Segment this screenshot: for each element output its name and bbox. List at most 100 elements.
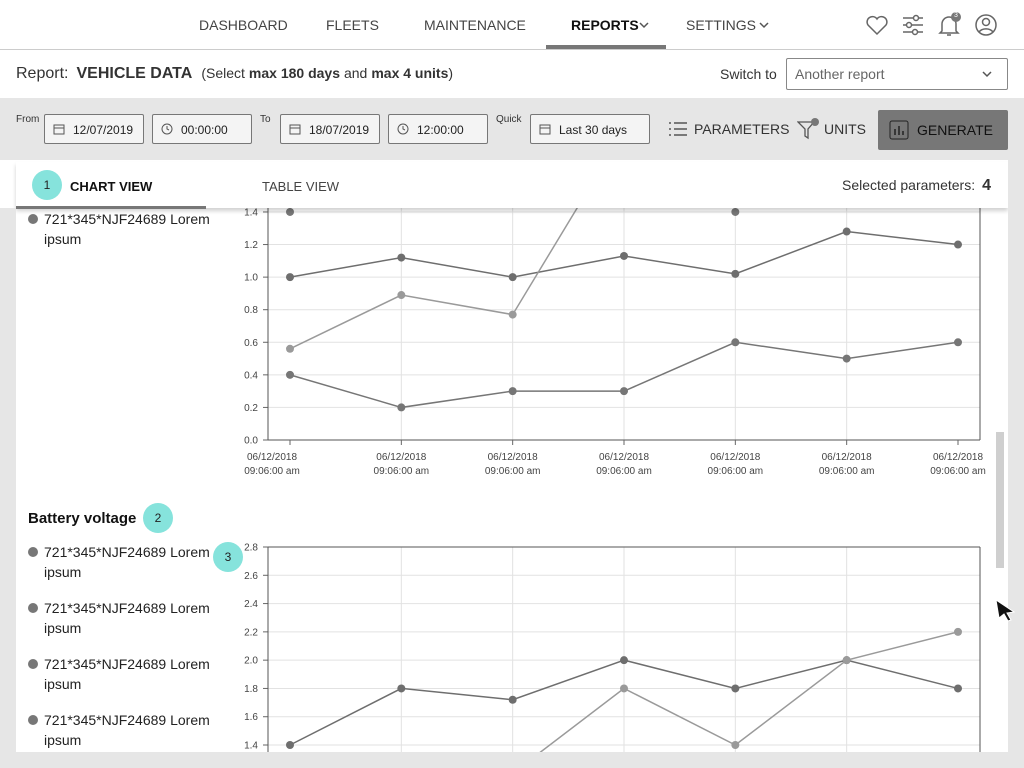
data-point (620, 684, 628, 693)
report-hint: ) (448, 65, 454, 81)
report-hint: and (343, 65, 368, 81)
nav-item[interactable]: SETTINGS (686, 17, 757, 33)
clock-icon (397, 123, 409, 135)
generate-button[interactable]: GENERATE (878, 110, 1008, 150)
from-label: From (16, 114, 40, 125)
y-tick-label: 0.6 (244, 338, 258, 349)
tab-underline (16, 206, 206, 209)
notification-count: 3 (954, 12, 958, 19)
from-time: 00:00:00 (181, 123, 228, 137)
data-point (397, 291, 406, 300)
calendar-icon (539, 124, 551, 135)
data-point (508, 310, 517, 319)
chart-icon (889, 120, 909, 140)
top-nav (0, 0, 1024, 50)
x-tick-label: 06/12/2018 (710, 452, 760, 463)
date-input[interactable]: 18/07/2019 (280, 114, 380, 144)
parameters-button[interactable]: PARAMETERS (668, 120, 789, 138)
chart-title: Battery voltage (28, 510, 137, 527)
data-point (397, 684, 406, 693)
active-underline (546, 45, 666, 49)
chart-group: 0.0 0.2 0.4 0.6 0.8 1.0 1.2 1.4 06/12/2018 09:06:… (244, 208, 986, 752)
data-point (731, 338, 740, 347)
report-bar: Report: VEHICLE DATA (Select max 180 day… (16, 65, 453, 83)
legend-item: 721*345*NJF24689 Lorem ipsum (28, 654, 218, 694)
data-point (954, 240, 962, 249)
tab-header (16, 162, 1008, 208)
report-dropdown[interactable]: Another report (786, 58, 1008, 90)
list-icon (669, 122, 687, 136)
calendar-icon (289, 124, 301, 135)
x-tick-label: 09:06:00 am (485, 466, 541, 477)
report-hint-bold: max 180 days (248, 65, 340, 81)
tab-active[interactable]: CHART VIEW (70, 179, 153, 194)
y-tick-label: 0.0 (244, 436, 258, 447)
tab[interactable]: TABLE VIEW (262, 179, 340, 194)
nav-item-active[interactable]: REPORTS (571, 17, 639, 33)
quick-select[interactable]: Last 30 days (530, 114, 650, 144)
units-label: UNITS (824, 121, 866, 137)
nav-item[interactable]: DASHBOARD (199, 17, 288, 33)
x-tick-label: 09:06:00 am (596, 466, 652, 477)
data-point (508, 387, 517, 396)
y-tick-label: 1.8 (244, 684, 258, 695)
data-point (842, 354, 851, 363)
cursor (995, 598, 1016, 622)
chevron (982, 71, 992, 78)
x-tick-label: 06/12/2018 (933, 452, 983, 463)
chevron (759, 22, 769, 29)
y-tick-label: 1.0 (244, 273, 258, 284)
data-point (286, 741, 294, 750)
legend-item: 721*345*NJF24689 Lorem ipsum (28, 542, 218, 582)
units-button[interactable]: UNITS (797, 118, 866, 140)
from-date: 12/07/2019 (73, 123, 134, 137)
calendar-icon (53, 124, 65, 135)
time-input[interactable]: 12:00:00 (388, 114, 488, 144)
y-tick-label: 0.4 (244, 370, 258, 381)
bell-icon[interactable] (936, 12, 962, 38)
y-tick-label: 1.4 (244, 741, 258, 752)
switch-label: Switch to (720, 66, 777, 82)
favorites-icon[interactable] (864, 12, 890, 38)
scrollbar-thumb[interactable] (996, 432, 1004, 568)
x-tick-label: 09:06:00 am (374, 466, 430, 477)
badge: 2 (143, 503, 173, 533)
bottom-margin (0, 752, 1024, 768)
quick-label: Quick (496, 114, 522, 125)
time-input[interactable]: 00:00:00 (152, 114, 252, 144)
data-point (286, 273, 294, 282)
y-tick-label: 2.2 (244, 627, 258, 638)
right-margin (1008, 160, 1024, 752)
to-date: 18/07/2019 (309, 123, 370, 137)
data-point (731, 269, 740, 278)
nav-item[interactable]: MAINTENANCE (424, 17, 526, 33)
settings-icon[interactable] (900, 12, 926, 38)
data-point (731, 684, 740, 693)
data-point (620, 656, 628, 665)
data-point (842, 656, 851, 665)
x-tick-label: 06/12/2018 (376, 452, 426, 463)
report-hint-bold: max 4 units (371, 65, 449, 81)
parameters-label: PARAMETERS (694, 121, 790, 137)
data-point (286, 344, 294, 353)
y-tick-label: 1.2 (244, 240, 258, 251)
data-point (508, 695, 517, 704)
y-tick-label: 0.8 (244, 305, 258, 316)
data-point (954, 338, 962, 347)
data-point (731, 208, 740, 216)
x-tick-label: 06/12/2018 (599, 452, 649, 463)
data-point (286, 208, 294, 216)
nav-item[interactable]: FLEETS (326, 17, 379, 33)
date-input[interactable]: 12/07/2019 (44, 114, 144, 144)
badge: 3 (213, 542, 243, 572)
series-line (289, 208, 579, 350)
x-tick-label: 09:06:00 am (708, 466, 764, 477)
dropdown-value: Another report (795, 66, 885, 82)
x-tick-label: 06/12/2018 (247, 452, 297, 463)
chevron (639, 22, 649, 29)
x-tick-label: 09:06:00 am (819, 466, 875, 477)
report-name: VEHICLE DATA (76, 65, 193, 82)
generate-label: GENERATE (917, 122, 993, 138)
user-icon[interactable] (973, 12, 999, 38)
